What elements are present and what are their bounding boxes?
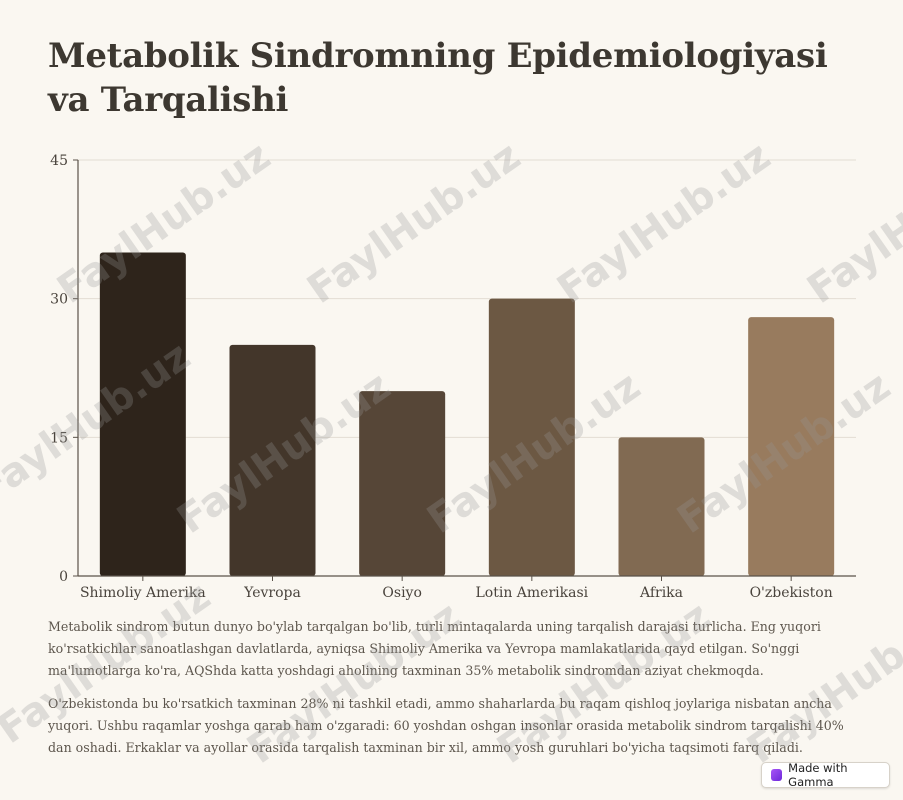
page-title: Metabolik Sindromning Epidemiologiyasi v…: [48, 36, 828, 120]
x-tick-label: O'zbekiston: [750, 585, 833, 601]
x-tick-label: Afrika: [639, 585, 683, 601]
paragraph: Metabolik sindrom butun dunyo bo'ylab ta…: [48, 619, 821, 678]
description-text: Metabolik sindrom butun dunyo bo'ylab ta…: [48, 616, 868, 770]
gridlines: [78, 159, 856, 438]
y-tick-label: 45: [50, 153, 68, 169]
bar-chart: 0 15 30 45 Shimoliy Amerika Yevropa Osiyo Loti…: [50, 153, 856, 601]
y-tick-label: 30: [50, 292, 68, 308]
bar: [359, 391, 446, 576]
bar: [748, 317, 835, 576]
y-tick-label: 15: [50, 430, 68, 446]
x-tick-label: Osiyo: [382, 585, 421, 601]
y-axis-ticks: 0 15 30 45: [50, 153, 78, 585]
x-tick-label: Lotin Amerikasi: [476, 585, 589, 601]
y-tick-label: 0: [59, 569, 68, 585]
x-axis-ticks: Shimoliy Amerika Yevropa Osiyo Lotin Amerik…: [80, 576, 833, 601]
bar: [99, 252, 186, 576]
made-with-gamma-button[interactable]: Made with Gamma: [761, 761, 890, 789]
badge-label: Made with Gamma: [788, 761, 848, 789]
x-tick-label: Shimoliy Amerika: [80, 585, 206, 601]
x-tick-label: Yevropa: [243, 585, 301, 601]
bar: [229, 344, 316, 576]
gamma-logo-icon: [771, 769, 783, 781]
paragraph: O'zbekistonda bu ko'rsatkich taxminan 28…: [48, 696, 844, 755]
bar: [488, 298, 575, 576]
bar: [618, 437, 705, 576]
bars: [99, 252, 835, 576]
